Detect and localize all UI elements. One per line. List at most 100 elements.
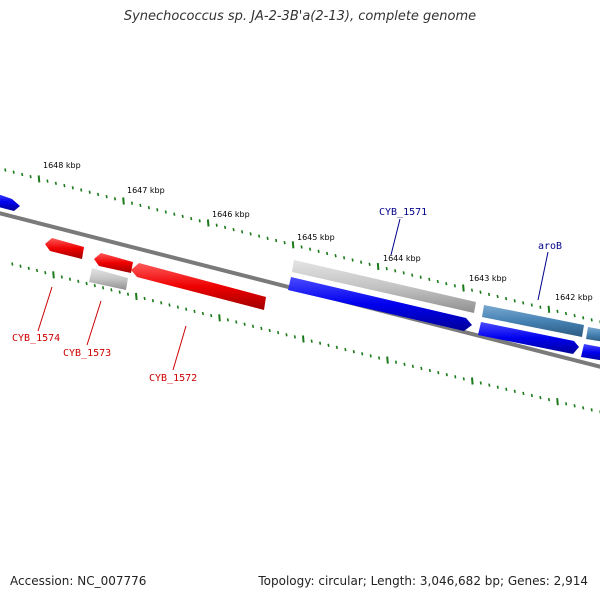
gene-label-cyb1571: CYB_1571 <box>379 207 427 218</box>
inner-ticks-tick <box>176 305 179 309</box>
gene-cyb1573-red[interactable] <box>94 253 133 273</box>
inner-ticks-tick <box>19 264 22 268</box>
outer-ticks-tick <box>173 212 176 216</box>
outer-ticks-tick <box>198 219 201 223</box>
outer-ticks-tick <box>164 210 167 214</box>
outer-ticks-tick <box>215 223 218 227</box>
outer-ticks-tick <box>376 262 380 271</box>
inner-ticks-tick <box>185 307 188 311</box>
inner-ticks-tick <box>135 292 138 300</box>
inner-ticks-tick <box>479 381 482 385</box>
inner-ticks-tick <box>386 356 389 364</box>
inner-ticks-tick <box>420 366 423 371</box>
gene-cyb1573[interactable] <box>89 268 128 290</box>
outer-ticks-tick <box>4 168 7 172</box>
outer-ticks-tick <box>402 271 405 275</box>
outer-ticks-tick <box>21 172 24 177</box>
inner-ticks-tick <box>573 404 576 408</box>
inner-ticks-tick <box>260 326 263 331</box>
leader-cyb1572 <box>172 325 187 371</box>
leader-cyb1571 <box>390 218 401 256</box>
gene-arob[interactable] <box>482 305 584 337</box>
inner-ticks-tick <box>44 271 47 275</box>
outer-ticks-tick <box>505 296 508 301</box>
inner-ticks-tick <box>118 290 121 294</box>
inner-ticks-tick <box>352 350 355 354</box>
gene-cyb1571[interactable] <box>292 260 476 313</box>
inner-ticks-tick <box>226 318 229 322</box>
inner-ticks-tick <box>369 354 372 358</box>
outer-ticks-tick <box>419 275 422 279</box>
inner-ticks-tick <box>556 398 559 406</box>
gene-cyb1572[interactable] <box>131 263 266 310</box>
gene-blue-right-edge[interactable] <box>581 344 600 361</box>
inner-ticks-tick <box>85 281 88 286</box>
inner-ticks-tick <box>151 299 154 303</box>
outer-ticks-tick <box>343 256 346 260</box>
outer-ticks-tick <box>88 190 91 194</box>
inner-ticks-tick <box>285 333 288 337</box>
outer-ticks-tick <box>266 236 269 240</box>
inner-ticks-tick <box>319 341 322 345</box>
outer-ticks-tick <box>547 305 551 313</box>
gene-blue-1643[interactable] <box>478 322 579 354</box>
gene-steelblue-right-edge[interactable] <box>586 327 600 342</box>
tick-label-1643: 1643 kbp <box>469 274 507 283</box>
gene-label-cyb1574: CYB_1574 <box>12 333 60 344</box>
outer-ticks-tick <box>513 299 516 303</box>
outer-ticks-tick <box>105 194 108 199</box>
outer-ticks-tick <box>291 241 295 249</box>
tick-label-1642: 1642 kbp <box>555 293 593 302</box>
gene-label-cyb1572: CYB_1572 <box>149 373 197 384</box>
tick-label-1645: 1645 kbp <box>297 233 335 242</box>
outer-ticks-tick <box>487 292 491 297</box>
inner-ticks-tick <box>310 339 313 343</box>
gene-cyb1574[interactable] <box>45 238 84 259</box>
inner-ticks-tick <box>168 303 171 307</box>
outer-ticks-tick <box>181 214 184 219</box>
outer-ticks-tick <box>232 227 235 232</box>
inner-ticks-tick <box>361 352 364 356</box>
inner-ticks-tick <box>428 368 431 373</box>
outer-ticks-tick <box>12 170 15 174</box>
outer-ticks-tick <box>283 241 286 245</box>
outer-ticks-tick <box>360 260 363 264</box>
outer-ticks-tick <box>122 197 125 205</box>
inner-ticks-tick <box>102 286 105 290</box>
outer-ticks-tick <box>326 251 329 256</box>
inner-ticks-tick <box>60 275 63 279</box>
inner-ticks-tick <box>378 356 381 360</box>
inner-ticks-tick <box>293 335 296 339</box>
outer-ticks-tick <box>564 311 568 316</box>
outer-ticks-tick <box>190 216 193 221</box>
inner-ticks-tick <box>302 335 305 343</box>
outer-ticks-tick <box>453 284 456 288</box>
outer-ticks-tick <box>394 269 397 273</box>
outer-ticks-tick <box>385 266 388 271</box>
outer-ticks-tick <box>241 230 244 234</box>
inner-ticks-tick <box>210 313 213 318</box>
gene-blue-1644[interactable] <box>288 277 472 331</box>
outer-ticks-tick <box>573 313 576 318</box>
gene-blue-left-edge[interactable] <box>0 193 20 211</box>
outer-ticks-tick <box>80 188 83 192</box>
inner-ticks-tick <box>590 408 593 412</box>
inner-ticks-tick <box>201 311 204 316</box>
inner-ticks-tick <box>160 301 163 305</box>
inner-ticks-tick <box>77 279 80 283</box>
outer-ticks-tick <box>46 179 49 183</box>
inner-ticks-tick <box>513 389 516 393</box>
gene-label-arob: aroB <box>538 241 562 252</box>
outer-ticks-tick <box>436 279 439 284</box>
leader-cyb1573 <box>86 300 102 346</box>
inner-ticks-tick <box>565 402 568 406</box>
outer-ticks-tick <box>71 186 74 190</box>
outer-ticks-tick <box>29 175 32 179</box>
inner-ticks-tick <box>143 296 146 301</box>
outer-ticks-tick <box>97 192 100 197</box>
outer-ticks-tick <box>470 288 474 292</box>
inner-tick-track <box>11 262 600 414</box>
outer-ticks-tick <box>113 197 117 201</box>
outer-ticks-tick <box>445 282 448 286</box>
accession-text: Accession: NC_007776 <box>10 574 147 588</box>
